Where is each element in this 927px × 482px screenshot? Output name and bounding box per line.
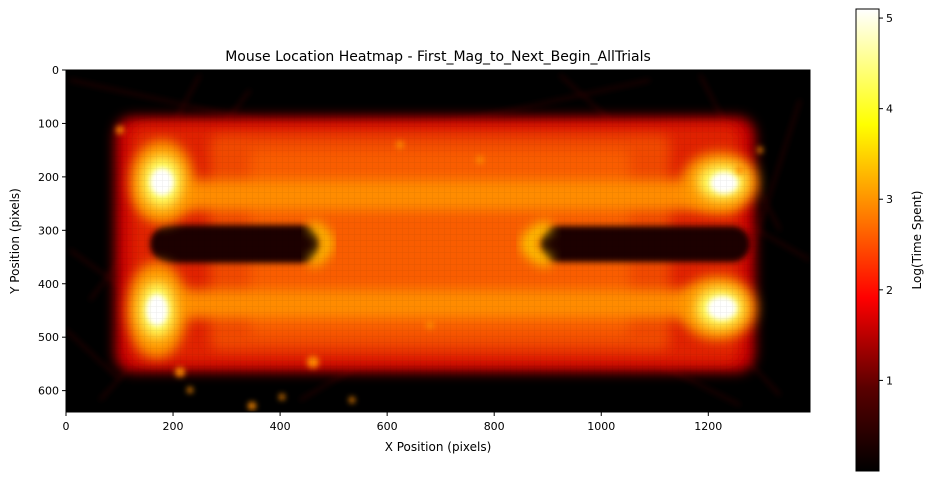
colorbar-gradient — [855, 8, 880, 472]
y-tick-label: 200 — [38, 171, 59, 184]
colorbar: 1 2 3 4 5 Log(Time Spent) — [855, 8, 924, 472]
y-axis: 0 100 200 300 400 500 600 — [38, 64, 66, 398]
colorbar-tick-label: 4 — [886, 103, 893, 116]
x-axis-label: X Position (pixels) — [385, 440, 492, 454]
colorbar-ticks: 1 2 3 4 5 — [879, 12, 893, 387]
x-tick-label: 0 — [63, 420, 70, 433]
chart-title: Mouse Location Heatmap - First_Mag_to_Ne… — [225, 49, 651, 65]
y-tick-label: 100 — [38, 117, 59, 130]
colorbar-label: Log(Time Spent) — [910, 191, 924, 290]
colorbar-tick-label: 5 — [886, 12, 893, 25]
heatmap-image — [66, 70, 810, 412]
y-axis-label: Y Position (pixels) — [8, 188, 22, 295]
y-tick-label: 0 — [52, 64, 59, 77]
plot-frame — [65, 69, 811, 413]
y-tick-label: 600 — [38, 385, 59, 398]
x-axis: 0 200 400 600 800 1000 1200 — [63, 412, 722, 433]
x-tick-label: 400 — [270, 420, 291, 433]
y-tick-label: 300 — [38, 224, 59, 237]
x-tick-label: 200 — [163, 420, 184, 433]
y-tick-label: 400 — [38, 278, 59, 291]
x-tick-label: 1200 — [694, 420, 722, 433]
y-tick-label: 500 — [38, 331, 59, 344]
x-tick-label: 600 — [377, 420, 398, 433]
x-tick-label: 800 — [484, 420, 505, 433]
x-tick-label: 1000 — [587, 420, 615, 433]
colorbar-tick-label: 3 — [886, 193, 893, 206]
colorbar-tick-label: 2 — [886, 284, 893, 297]
colorbar-tick-label: 1 — [886, 374, 893, 387]
